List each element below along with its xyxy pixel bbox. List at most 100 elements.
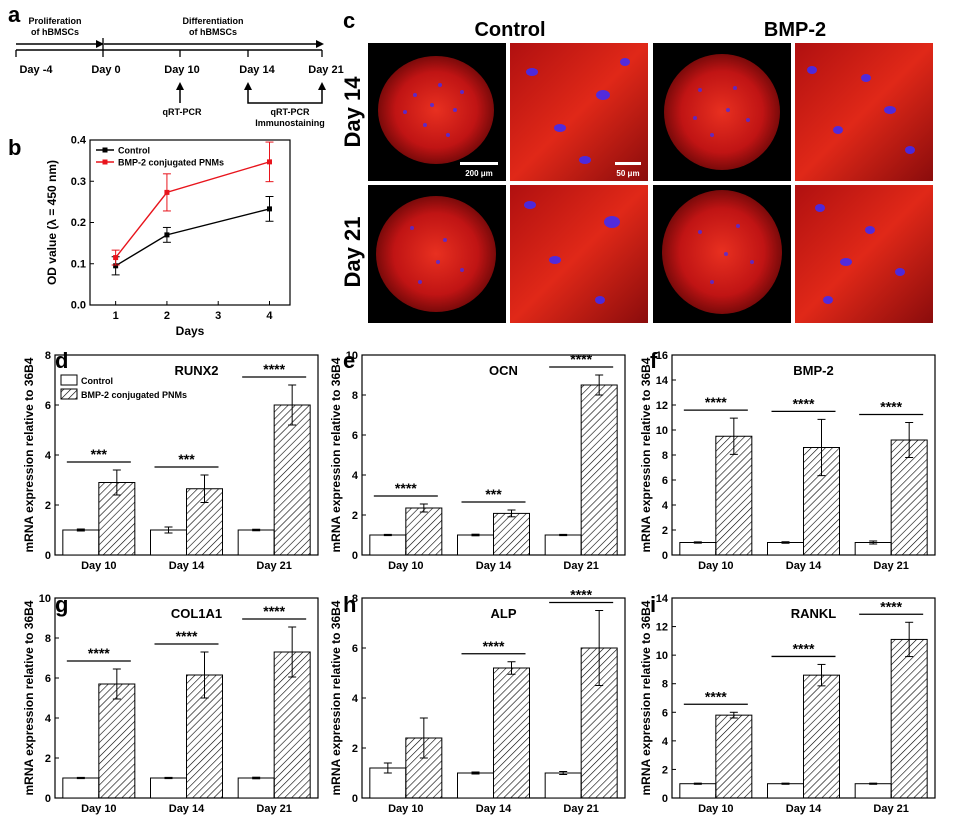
x-tick-label: Day 10 bbox=[81, 803, 116, 815]
significance-stars: **** bbox=[705, 394, 727, 410]
y-tick-label: 0 bbox=[352, 793, 358, 805]
y-tick-label: 8 bbox=[45, 633, 51, 645]
x-axis-label: Days bbox=[176, 324, 205, 338]
x-tick-label: Day 21 bbox=[256, 803, 291, 815]
legend-swatch bbox=[60, 388, 78, 400]
panel-label-f: f bbox=[650, 348, 658, 373]
gene-title: BMP-2 bbox=[793, 363, 833, 378]
y-tick-label: 6 bbox=[45, 673, 51, 685]
micrograph-control-day21-zoom bbox=[510, 185, 648, 323]
y-tick-label: 8 bbox=[45, 350, 51, 362]
bar-control bbox=[767, 542, 804, 556]
x-tick-label: Day 10 bbox=[698, 560, 733, 572]
legend-entry: Control bbox=[81, 376, 113, 386]
y-tick-label: 4 bbox=[352, 693, 359, 705]
y-tick-label: 0 bbox=[45, 793, 51, 805]
bar-control bbox=[62, 777, 100, 799]
bar-control bbox=[854, 783, 892, 799]
y-tick-label: 0.0 bbox=[71, 300, 86, 312]
panel-label-a: a bbox=[8, 2, 21, 27]
y-tick-label: 0 bbox=[352, 550, 358, 562]
x-tick-label: 3 bbox=[215, 310, 221, 322]
y-tick-label: 0.3 bbox=[71, 176, 86, 188]
data-point bbox=[266, 159, 272, 165]
x-tick-label: 2 bbox=[164, 310, 170, 322]
y-tick-label: 0.1 bbox=[71, 258, 86, 270]
y-tick-label: 2 bbox=[662, 525, 668, 537]
y-tick-label: 6 bbox=[352, 430, 358, 442]
significance-stars: **** bbox=[793, 395, 815, 411]
panel-a-timeline: a Proliferation of hBMSCs Differentiatio… bbox=[8, 2, 344, 128]
bracket-day14-21 bbox=[247, 84, 323, 104]
alp-bar-chart: ALP 0 2 4 6 8 mRNA expression relative to 36B4… bbox=[329, 587, 626, 815]
micrograph-control-day14-overview: 200 μm bbox=[368, 43, 506, 181]
y-axis-label: mRNA expression relative to 36B4 bbox=[639, 600, 653, 795]
panel-d-runx2: d RUNX2 0 2 4 6 8 mRNA expression relative to … bbox=[22, 348, 319, 572]
timeline-ticks bbox=[15, 38, 323, 57]
x-tick-label: Day 10 bbox=[81, 560, 116, 572]
timeline-note2-line1: qRT-PCR bbox=[271, 107, 310, 117]
micrograph-header-bmp2: BMP-2 bbox=[764, 19, 826, 41]
micrograph-row-day14: Day 14 bbox=[340, 76, 365, 148]
data-point bbox=[113, 263, 119, 269]
bar-bmp2 bbox=[890, 638, 928, 799]
significance-stars: **** bbox=[570, 351, 592, 367]
significance-stars: **** bbox=[570, 587, 592, 603]
bar-bmp2 bbox=[273, 404, 311, 556]
bar-control bbox=[369, 534, 407, 556]
scalebar-label-200um: 200 μm bbox=[465, 169, 493, 178]
x-tick-label: Day 21 bbox=[873, 560, 908, 572]
bar-control bbox=[457, 534, 494, 556]
panel-label-i: i bbox=[650, 592, 656, 617]
x-tick-label: Day 21 bbox=[256, 560, 291, 572]
y-tick-label: 6 bbox=[662, 475, 668, 487]
x-tick-label: Day 10 bbox=[388, 803, 423, 815]
micrograph-bmp2-day14-overview bbox=[653, 43, 791, 181]
bar-bmp2 bbox=[493, 667, 530, 799]
bar-control bbox=[679, 542, 717, 556]
y-tick-label: 8 bbox=[662, 679, 668, 691]
x-tick-label: Day 10 bbox=[388, 560, 423, 572]
bar-control bbox=[679, 783, 717, 799]
gene-title: OCN bbox=[489, 363, 518, 378]
y-tick-label: 0.2 bbox=[71, 217, 86, 229]
phase2-line2: of hBMSCs bbox=[189, 27, 237, 37]
y-tick-label: 2 bbox=[45, 500, 51, 512]
timeline-day-21: Day 21 bbox=[308, 64, 343, 76]
significance-stars: **** bbox=[88, 645, 110, 661]
y-tick-label: 2 bbox=[662, 764, 668, 776]
bar-control bbox=[237, 529, 275, 556]
micrograph-header-control: Control bbox=[474, 19, 545, 41]
legend-swatch bbox=[60, 374, 78, 386]
panel-label-b: b bbox=[8, 135, 21, 160]
x-tick-label: Day 14 bbox=[786, 560, 822, 572]
panel-label-c: c bbox=[343, 8, 355, 33]
y-tick-label: 6 bbox=[662, 707, 668, 719]
timeline-day-14: Day 14 bbox=[239, 64, 275, 76]
bar-control bbox=[150, 777, 187, 799]
y-axis-label: OD value (λ = 450 nm) bbox=[45, 160, 59, 285]
gene-title: ALP bbox=[491, 606, 517, 621]
y-tick-label: 14 bbox=[656, 375, 669, 387]
significance-stars: **** bbox=[793, 640, 815, 656]
y-tick-label: 4 bbox=[352, 470, 359, 482]
bar-bmp2 bbox=[98, 683, 136, 799]
y-tick-label: 10 bbox=[346, 350, 358, 362]
bar-bmp2 bbox=[890, 439, 928, 556]
bracket-arrow-day21 bbox=[318, 82, 326, 90]
significance-stars: **** bbox=[880, 598, 902, 614]
y-tick-label: 0 bbox=[662, 793, 668, 805]
y-axis-label: mRNA expression relative to 36B4 bbox=[329, 357, 343, 552]
x-tick-label: 4 bbox=[266, 310, 273, 322]
legend-entry: BMP-2 conjugated PNMs bbox=[81, 390, 187, 400]
y-tick-label: 10 bbox=[39, 593, 51, 605]
y-tick-label: 12 bbox=[656, 400, 668, 412]
y-tick-label: 8 bbox=[352, 593, 358, 605]
legend-marker bbox=[102, 159, 108, 165]
data-point bbox=[266, 206, 272, 212]
bar-control bbox=[767, 783, 804, 799]
timeline-day-minus4: Day -4 bbox=[19, 64, 53, 76]
data-point bbox=[164, 189, 170, 195]
